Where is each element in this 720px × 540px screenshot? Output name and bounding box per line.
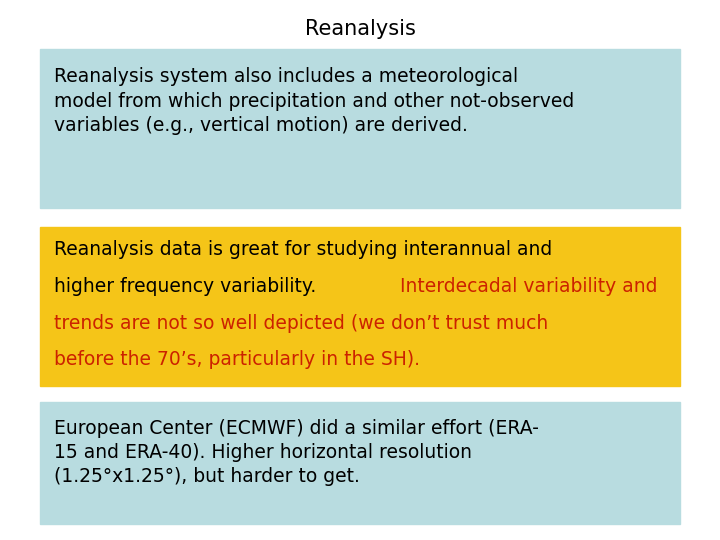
Text: European Center (ECMWF) did a similar effort (ERA-
15 and ERA-40). Higher horizo: European Center (ECMWF) did a similar ef… (54, 418, 539, 486)
Text: Interdecadal variability and: Interdecadal variability and (400, 277, 657, 296)
FancyBboxPatch shape (40, 402, 680, 524)
Text: before the 70’s, particularly in the SH).: before the 70’s, particularly in the SH)… (54, 350, 420, 369)
Text: Reanalysis system also includes a meteorological
model from which precipitation : Reanalysis system also includes a meteor… (54, 68, 575, 135)
Text: Reanalysis: Reanalysis (305, 19, 415, 39)
Text: trends are not so well depicted (we don’t trust much: trends are not so well depicted (we don’… (54, 314, 548, 333)
Text: higher frequency variability.: higher frequency variability. (54, 277, 323, 296)
FancyBboxPatch shape (40, 227, 680, 386)
Text: Reanalysis data is great for studying interannual and: Reanalysis data is great for studying in… (54, 240, 552, 259)
FancyBboxPatch shape (40, 49, 680, 208)
